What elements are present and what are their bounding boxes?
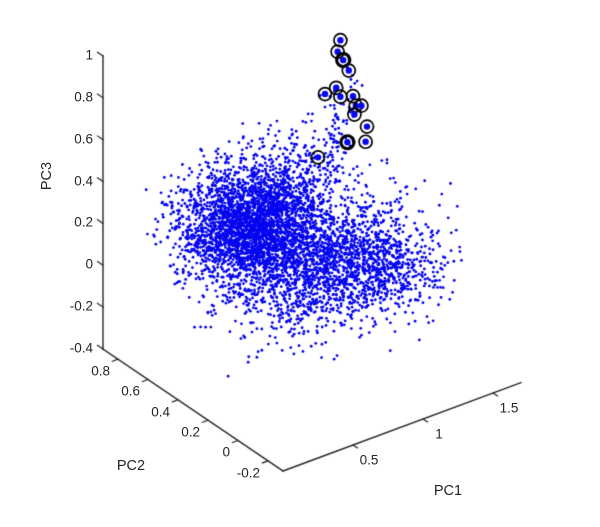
- scatter-plot-canvas: [0, 0, 600, 527]
- scatter3d-figure: PC3 PC2 PC1 1 0.8 0.6 0.4 0.2 0 -0.2 -0.4 0.8 0.6…: [0, 0, 600, 527]
